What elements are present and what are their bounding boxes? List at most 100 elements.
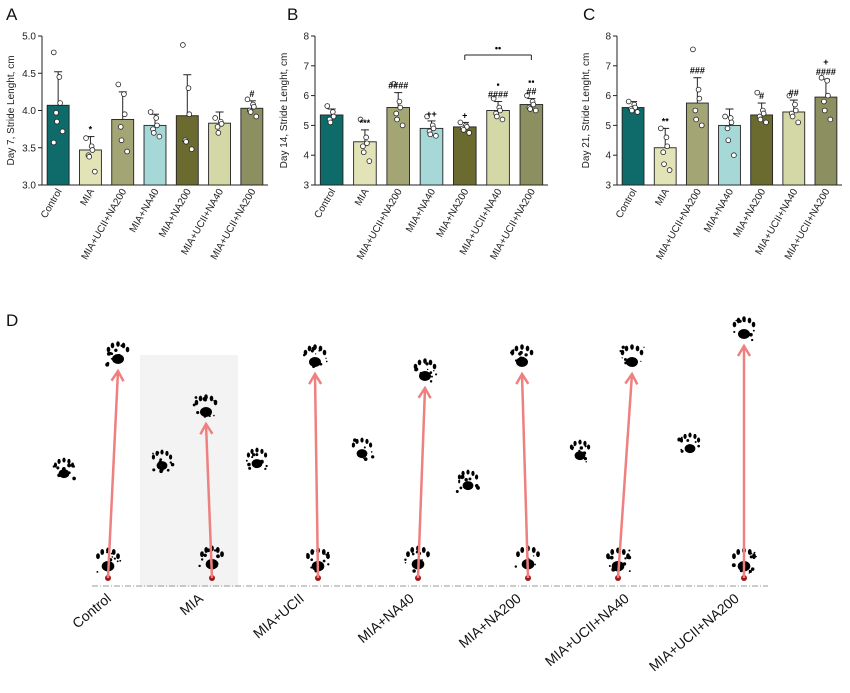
- paw-speck: [203, 398, 207, 402]
- data-point: [728, 119, 735, 126]
- data-point: [424, 113, 430, 120]
- paw-speck: [687, 444, 691, 448]
- paw-toe: [693, 433, 697, 439]
- data-point: [757, 116, 764, 123]
- paw-speck: [56, 466, 60, 470]
- y-axis-label: Day 7, Stride Lenght, cm: [6, 55, 17, 165]
- data-point: [625, 98, 632, 105]
- paw-speck: [208, 415, 211, 418]
- paw-speck: [731, 563, 736, 568]
- panel-letter: A: [6, 5, 18, 24]
- bar: [685, 102, 709, 186]
- paw-speck: [152, 468, 156, 472]
- bar: [240, 107, 264, 186]
- stride-arrowhead: [308, 371, 323, 385]
- paw-toe: [263, 452, 268, 458]
- paw-speck: [430, 375, 433, 378]
- y-tick-label: 4: [303, 151, 309, 162]
- x-tick-label: MIA+NA40: [128, 187, 162, 235]
- paw-speck: [694, 441, 697, 444]
- paw-speck: [114, 348, 118, 352]
- data-point: [180, 42, 186, 48]
- paw-speck: [583, 456, 588, 461]
- paw-speck: [534, 563, 536, 566]
- paw-speck: [57, 473, 61, 478]
- paw-speck: [159, 458, 163, 461]
- paw-print-front: [732, 316, 756, 342]
- paw-speck: [433, 369, 435, 372]
- paw-speck: [315, 360, 318, 363]
- paw-toe: [426, 551, 430, 558]
- x-tick-label: Control: [313, 187, 339, 220]
- data-point: [693, 116, 699, 123]
- paw-print-side: [569, 439, 591, 463]
- paw-speck: [697, 444, 700, 448]
- paw-speck: [514, 359, 518, 362]
- paw-speck: [313, 550, 315, 552]
- x-tick-label: MIA+NA200: [732, 187, 769, 240]
- significance-label: ***: [360, 118, 371, 128]
- paw-speck: [621, 345, 625, 349]
- stride-arrow: [520, 373, 530, 579]
- group-label: MIA+UCII: [250, 590, 307, 642]
- paw-toe: [307, 345, 312, 352]
- paw-speck: [113, 557, 116, 560]
- data-point: [666, 167, 673, 173]
- data-point: [760, 110, 767, 117]
- paw-speck: [752, 329, 755, 332]
- paw-pad: [58, 469, 70, 479]
- paw-speck: [419, 371, 423, 375]
- paw-speck: [519, 350, 523, 355]
- data-point: [724, 125, 731, 132]
- paw-speck: [458, 481, 461, 484]
- paw-speck: [573, 444, 576, 447]
- paw-speck: [118, 353, 121, 356]
- data-point: [792, 107, 799, 114]
- panel-letter: B: [287, 5, 298, 24]
- paw-speck: [532, 565, 534, 567]
- paw-speck: [370, 451, 373, 453]
- paw-speck: [607, 556, 610, 560]
- stride-arrow: [204, 423, 214, 579]
- data-point: [792, 101, 798, 108]
- paw-toe: [318, 345, 323, 352]
- paw-speck: [365, 453, 367, 455]
- data-point: [527, 106, 533, 112]
- x-tick-label: MIA: [653, 187, 672, 208]
- paw-speck: [735, 319, 738, 322]
- paw-speck: [571, 446, 575, 449]
- paw-speck: [681, 436, 683, 439]
- paw-speck: [621, 566, 623, 568]
- data-point: [183, 138, 189, 145]
- paw-pad: [356, 449, 368, 459]
- data-point: [494, 113, 500, 120]
- group-label: MIA+NA200: [456, 590, 525, 651]
- significance-label: ##: [526, 87, 536, 97]
- paw-speck: [421, 559, 423, 561]
- data-point: [466, 130, 472, 136]
- y-tick-label: 3: [605, 181, 611, 192]
- paw-speck: [306, 552, 309, 556]
- photo-background: [140, 355, 238, 587]
- paw-speck: [621, 351, 625, 354]
- paw-print-hind: [96, 547, 122, 573]
- paw-speck: [404, 562, 407, 564]
- paw-toe: [751, 321, 756, 328]
- paw-speck: [216, 554, 220, 559]
- data-point: [660, 149, 667, 156]
- paw-toe: [471, 470, 475, 476]
- x-tick-label: MIA+NA40: [404, 187, 438, 235]
- paw-speck: [627, 555, 632, 560]
- data-point: [118, 137, 125, 144]
- paw-toe: [583, 440, 587, 446]
- paw-speck: [583, 453, 585, 455]
- paw-speck: [738, 319, 742, 323]
- paw-toe: [121, 342, 126, 349]
- paw-speck: [206, 548, 211, 553]
- data-point: [763, 119, 769, 126]
- data-point: [117, 124, 124, 130]
- bar: [419, 127, 444, 186]
- group-label: MIA: [177, 590, 207, 619]
- paw-speck: [327, 563, 330, 566]
- paw-speck: [351, 444, 355, 448]
